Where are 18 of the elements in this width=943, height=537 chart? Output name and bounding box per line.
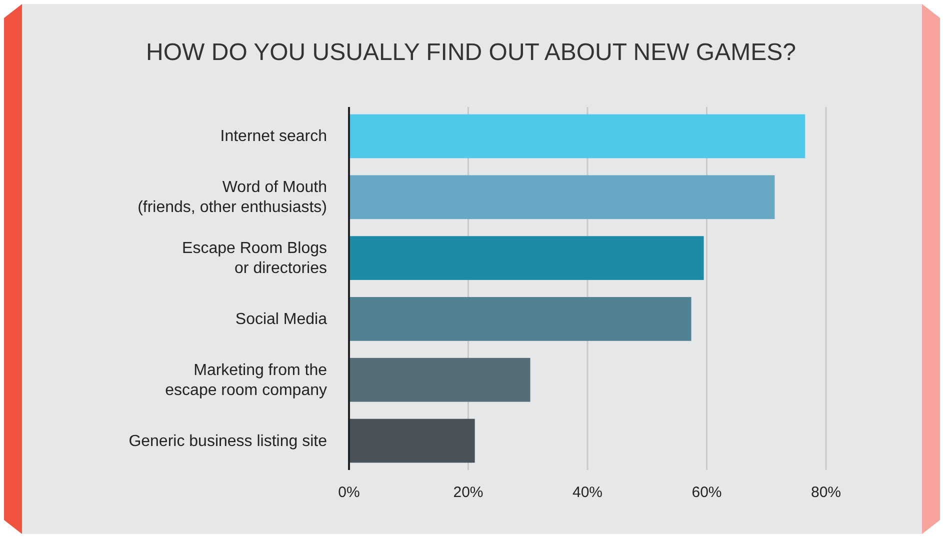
x-tick-label: 0% bbox=[338, 484, 360, 501]
x-tick-label: 80% bbox=[810, 484, 842, 501]
x-tick-label: 20% bbox=[453, 484, 484, 501]
bar bbox=[349, 114, 806, 158]
bar bbox=[349, 175, 775, 220]
bar bbox=[349, 418, 475, 463]
x-tick-label: 40% bbox=[572, 484, 603, 501]
y-tick-label: Word of Mouth (friends, other enthusiasts) bbox=[138, 179, 327, 216]
bar bbox=[349, 236, 704, 280]
bar bbox=[349, 358, 530, 402]
chart-title: HOW DO YOU USUALLY FIND OUT ABOUT NEW GAMES? bbox=[146, 39, 796, 66]
y-tick-label: Social Media bbox=[235, 310, 328, 328]
y-tick-label: Marketing from the escape room company bbox=[165, 362, 328, 399]
y-tick-label: Internet search bbox=[220, 128, 327, 146]
y-tick-label: Escape Room Blogs or directories bbox=[182, 240, 327, 278]
x-tick-label: 60% bbox=[692, 484, 722, 501]
bar bbox=[349, 297, 692, 341]
y-tick-label: Generic business listing site bbox=[128, 432, 328, 450]
